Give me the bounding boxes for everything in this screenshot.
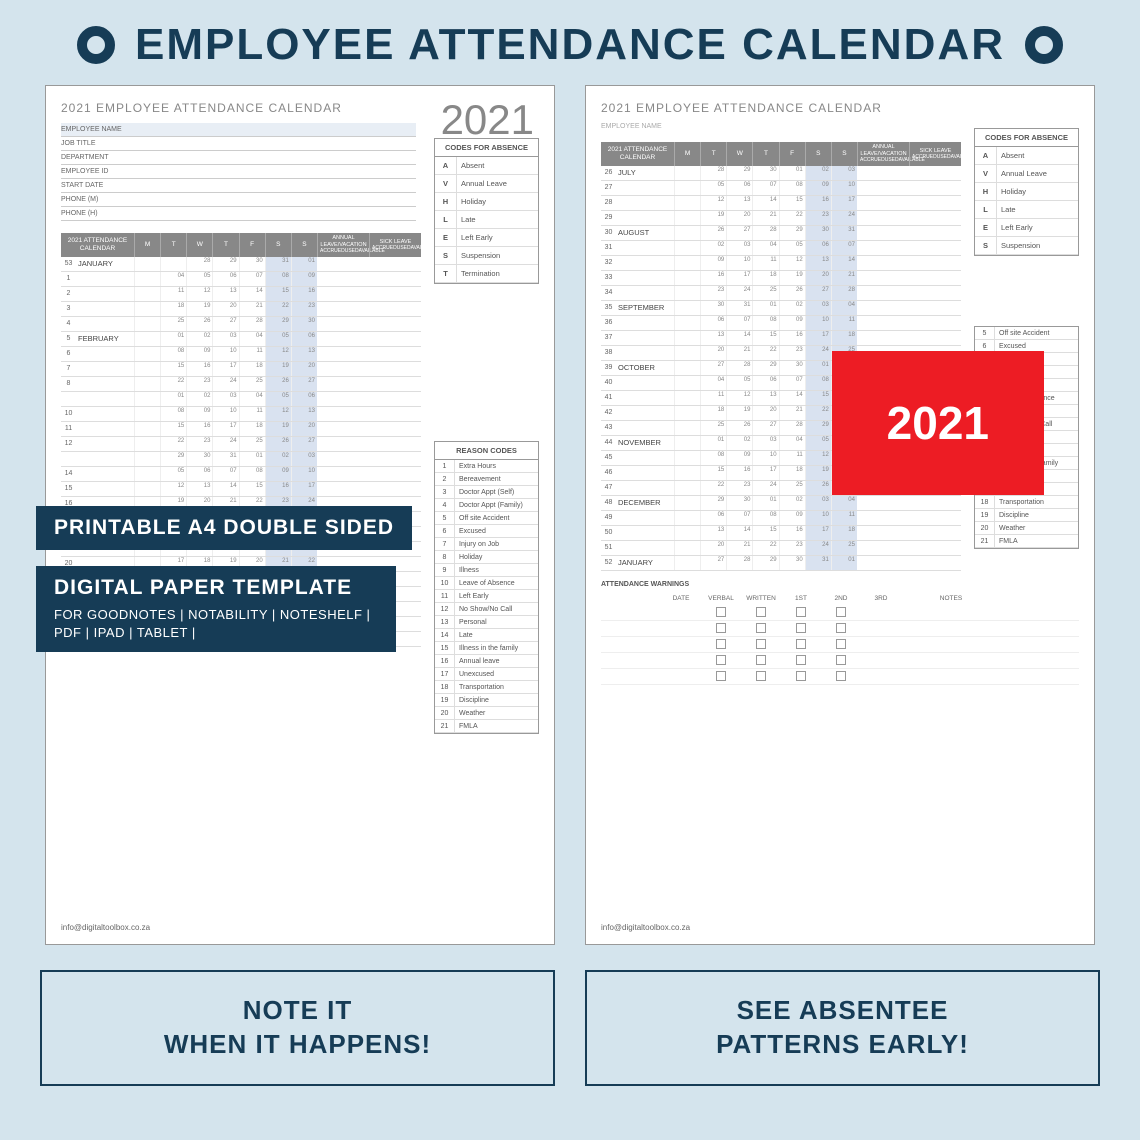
warnings-title: ATTENDANCE WARNINGS [601, 581, 1079, 588]
footer-email: info@digitaltoolbox.co.za [61, 923, 150, 932]
bottom-box-2: SEE ABSENTEE PATTERNS EARLY! [585, 970, 1100, 1086]
codes-box: CODES FOR ABSENCE AAbsentVAnnual LeaveHH… [434, 138, 539, 284]
bottom-box-1: NOTE IT WHEN IT HAPPENS! [40, 970, 555, 1086]
reason-box: REASON CODES 1Extra Hours2Bereavement3Do… [434, 441, 539, 734]
codes-header: CODES FOR ABSENCE [435, 139, 538, 157]
warnings-section: ATTENDANCE WARNINGS DATEVERBALWRITTEN1ST… [601, 581, 1079, 685]
codes-header: CODES FOR ABSENCE [975, 129, 1078, 147]
reason-header: REASON CODES [435, 442, 538, 460]
codes-box: CODES FOR ABSENCE AAbsentVAnnual LeaveHH… [974, 128, 1079, 256]
page-title: 2021 EMPLOYEE ATTENDANCE CALENDAR [601, 101, 1079, 115]
page-2: 2021 EMPLOYEE ATTENDANCE CALENDAR EMPLOY… [585, 85, 1095, 945]
overlay-big: DIGITAL PAPER TEMPLATE [54, 576, 378, 600]
footer-email: info@digitaltoolbox.co.za [601, 923, 690, 932]
overlay-digital: DIGITAL PAPER TEMPLATE FOR GOODNOTES | N… [36, 566, 396, 652]
year-badge: 2021 [832, 351, 1044, 495]
info-section: EMPLOYEE NAMEJOB TITLEDEPARTMENTEMPLOYEE… [61, 123, 416, 221]
overlay-small: FOR GOODNOTES | NOTABILITY | NOTESHELF |… [54, 606, 378, 642]
bullet-icon [1025, 26, 1063, 64]
main-title: EMPLOYEE ATTENDANCE CALENDAR [135, 20, 1005, 70]
overlay-printable: PRINTABLE A4 DOUBLE SIDED [36, 506, 412, 550]
bullet-icon [77, 26, 115, 64]
bottom-boxes: NOTE IT WHEN IT HAPPENS! SEE ABSENTEE PA… [0, 945, 1140, 1086]
year-large: 2021 [441, 96, 534, 144]
page-1: 2021 EMPLOYEE ATTENDANCE CALENDAR 2021 E… [45, 85, 555, 945]
pages-container: 2021 EMPLOYEE ATTENDANCE CALENDAR 2021 E… [0, 85, 1140, 945]
main-header: EMPLOYEE ATTENDANCE CALENDAR [0, 0, 1140, 85]
